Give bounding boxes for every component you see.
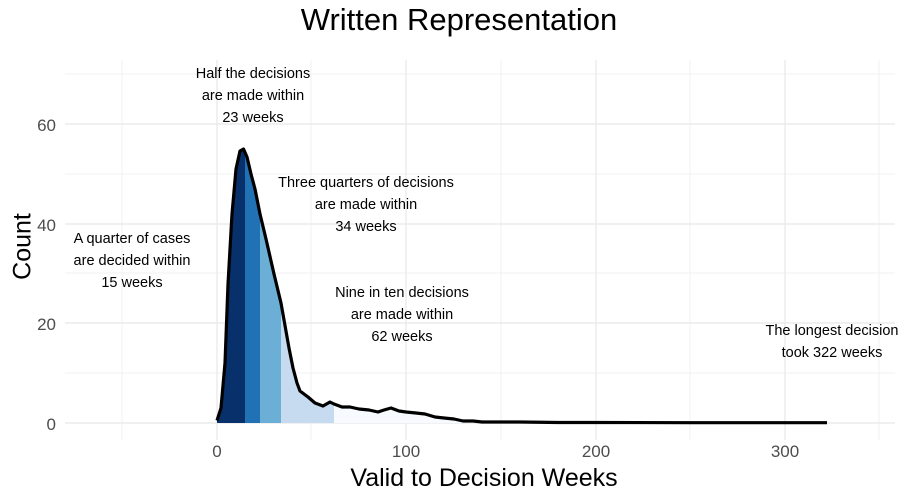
x-axis-ticks: 0 100 200 300 xyxy=(212,442,799,461)
annotation-quarter: A quarter of cases are decided within 15… xyxy=(73,231,191,291)
chart-title: Written Representation xyxy=(300,2,618,37)
svg-text:0: 0 xyxy=(212,442,221,461)
x-axis-label: Valid to Decision Weeks xyxy=(350,464,618,492)
svg-text:20: 20 xyxy=(37,315,56,334)
annotation-half: Half the decisions are made within 23 we… xyxy=(195,66,311,126)
annotation-nine-in-ten: Nine in ten decisions are made within 62… xyxy=(335,285,469,345)
y-axis-ticks: 0 20 40 60 xyxy=(37,116,56,434)
band-tail xyxy=(334,149,827,423)
svg-text:40: 40 xyxy=(37,216,56,235)
band-q2 xyxy=(245,149,260,423)
svg-text:100: 100 xyxy=(392,442,420,461)
major-gridlines xyxy=(65,60,895,440)
density-curve xyxy=(215,147,827,425)
annotation-longest: The longest decision took 322 weeks xyxy=(765,323,899,361)
y-axis-label: Count xyxy=(8,213,37,280)
annotation-three-quarters: Three quarters of decisions are made wit… xyxy=(278,175,454,235)
svg-text:200: 200 xyxy=(582,442,610,461)
svg-text:60: 60 xyxy=(37,116,56,135)
svg-text:0: 0 xyxy=(47,415,56,434)
svg-text:300: 300 xyxy=(771,442,799,461)
